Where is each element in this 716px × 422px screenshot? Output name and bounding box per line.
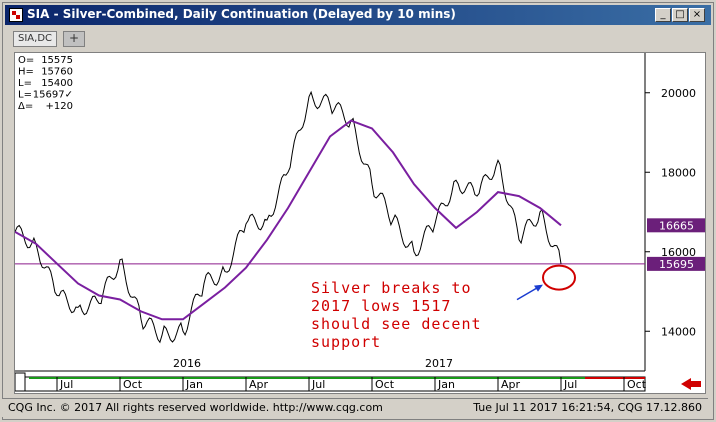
- app-icon: [9, 8, 23, 22]
- month-tick-label: Jul: [59, 378, 73, 391]
- annotation-text-line: support: [311, 333, 381, 351]
- ohlc-label: H=: [18, 67, 34, 78]
- annotation-text-line: should see decent: [311, 315, 482, 333]
- year-label: 2016: [173, 357, 201, 370]
- price-chart[interactable]: 14000 16000 18000 20000 16665 15695 Silver bre…: [15, 53, 707, 395]
- minimize-button[interactable]: _: [655, 8, 671, 22]
- copyright-text: CQG Inc. © 2017 All rights reserved worl…: [8, 401, 383, 414]
- annotation-arrow-head: [534, 284, 543, 292]
- ma-price-tag: 16665: [659, 219, 694, 232]
- annotation-text-line: Silver breaks to: [311, 279, 472, 297]
- y-tick-label: 20000: [661, 87, 696, 100]
- month-tick-label: Apr: [249, 378, 269, 391]
- ohlc-label: Δ=: [18, 101, 33, 112]
- month-tick-label: Jan: [185, 378, 203, 391]
- ohlc-label: L=: [18, 90, 32, 101]
- month-tick-label: Oct: [627, 378, 647, 391]
- ohlc-label: O=: [18, 55, 34, 66]
- add-tab-button[interactable]: +: [63, 31, 85, 47]
- y-tick-label: 18000: [661, 166, 696, 179]
- month-tick-label: Jan: [437, 378, 455, 391]
- ohlc-value: +120: [46, 101, 73, 112]
- month-tick-label: Jul: [311, 378, 325, 391]
- scroll-left-arrow-icon: [681, 378, 701, 390]
- price-line: [15, 90, 562, 344]
- month-tick-label: Oct: [375, 378, 395, 391]
- last-price-tag: 15695: [659, 258, 694, 271]
- y-tick-label: 14000: [661, 325, 696, 338]
- ohlc-value: 15760: [41, 67, 73, 78]
- status-bar: CQG Inc. © 2017 All rights reserved worl…: [2, 398, 708, 417]
- annotation-text-line: 2017 lows 1517: [311, 297, 451, 315]
- time-axis: [16, 376, 646, 392]
- close-button[interactable]: ×: [689, 8, 705, 22]
- window-title: SIA - Silver-Combined, Daily Continuatio…: [27, 7, 456, 21]
- tab-sia-dc[interactable]: SIA,DC: [13, 31, 57, 47]
- tab-strip: SIA,DC +: [5, 27, 711, 49]
- scroll-handle: [15, 372, 26, 392]
- month-tick-label: Apr: [501, 378, 521, 391]
- ohlc-value: 15575: [41, 55, 73, 66]
- chart-area[interactable]: 14000 16000 18000 20000 16665 15695 Silver bre…: [14, 52, 706, 394]
- maximize-button[interactable]: □: [672, 8, 688, 22]
- ma-price-tag-bg: [647, 218, 705, 233]
- highlight-circle: [542, 264, 576, 291]
- y-tick-label: 16000: [661, 246, 696, 259]
- ohlc-value: 15400: [41, 78, 73, 89]
- year-label: 2017: [425, 357, 453, 370]
- title-bar[interactable]: SIA - Silver-Combined, Daily Continuatio…: [5, 5, 711, 25]
- moving-average-line: [15, 119, 562, 321]
- timestamp-text: Tue Jul 11 2017 16:21:54, CQG 17.12.860: [473, 401, 702, 414]
- month-tick-label: Oct: [123, 378, 143, 391]
- ohlc-label: L=: [18, 78, 32, 89]
- ohlc-value: 15697✓: [33, 90, 73, 101]
- last-price-tag-bg: [647, 256, 705, 271]
- month-tick-label: Jul: [563, 378, 577, 391]
